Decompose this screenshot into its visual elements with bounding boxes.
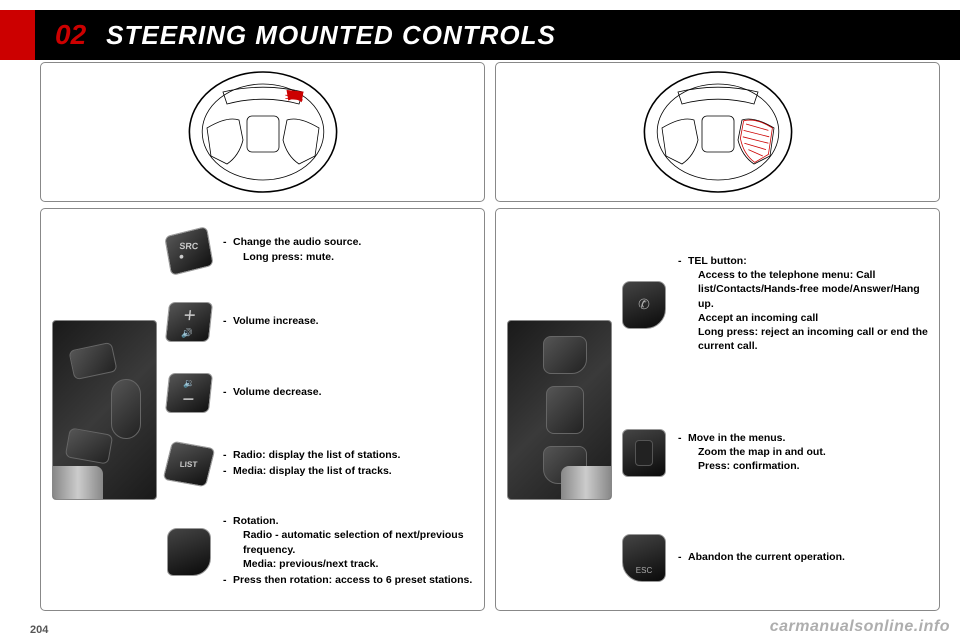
control-row-src: SRC● Change the audio source. Long press…	[165, 217, 476, 284]
control-row-tel: ✆ TEL button: Access to the telephone me…	[620, 217, 931, 392]
page-number: 204	[30, 624, 48, 636]
text-line: Accept an incoming call	[688, 311, 931, 325]
rotation-description: Rotation. Radio - automatic selection of…	[223, 514, 476, 589]
text-line: Press then rotation: access to 6 preset …	[223, 573, 476, 587]
volume-down-description: Volume decrease.	[223, 385, 322, 401]
photo-src-button	[68, 341, 117, 379]
volume-down-icon: 🔉－	[165, 371, 213, 415]
right-photo-column	[504, 217, 614, 602]
list-button-icon: LIST	[165, 442, 213, 486]
esc-paddle-icon: ESC	[620, 536, 668, 580]
esc-description: Abandon the current operation.	[678, 550, 845, 566]
text-line: Long press: mute.	[233, 250, 361, 264]
left-controls-panel: SRC● Change the audio source. Long press…	[40, 208, 485, 611]
tel-paddle-icon: ✆	[620, 283, 668, 327]
photo-tel-paddle	[543, 336, 587, 374]
thumb-description: Move in the menus. Zoom the map in and o…	[678, 431, 826, 476]
text-line: TEL button:	[688, 255, 747, 267]
photo-chrome-trim	[561, 466, 611, 500]
text-line: Zoom the map in and out.	[688, 445, 826, 459]
text-line: Move in the menus.	[688, 432, 785, 444]
list-description: Radio: display the list of stations. Med…	[223, 448, 400, 480]
text-line: Media: previous/next track.	[233, 557, 476, 571]
photo-chrome-trim	[53, 466, 103, 500]
text-line: Radio: display the list of stations.	[223, 448, 400, 462]
control-row-volume-up: ＋🔊 Volume increase.	[165, 288, 476, 355]
volume-up-icon: ＋🔊	[165, 300, 213, 344]
control-row-list: LIST Radio: display the list of stations…	[165, 430, 476, 497]
steering-wheel-right-icon	[638, 67, 798, 197]
control-row-thumb: Move in the menus. Zoom the map in and o…	[620, 396, 931, 510]
right-control-photo	[507, 320, 612, 500]
right-wheel-panel	[495, 62, 940, 202]
src-button-icon: SRC●	[165, 229, 213, 273]
photo-thumb-pad	[546, 386, 584, 434]
thumb-pad-icon	[620, 431, 668, 475]
photo-volume-rocker	[111, 379, 141, 439]
photo-list-button	[64, 427, 113, 464]
tel-description: TEL button: Access to the telephone menu…	[678, 254, 931, 355]
main-content: SRC● Change the audio source. Long press…	[40, 62, 940, 617]
watermark: carmanualsonline.info	[770, 618, 950, 636]
left-control-photo	[52, 320, 157, 500]
volume-up-description: Volume increase.	[223, 314, 319, 330]
text-line: Radio - automatic selection of next/prev…	[233, 528, 476, 556]
control-row-rotation: Rotation. Radio - automatic selection of…	[165, 501, 476, 602]
section-number: 02	[55, 19, 86, 51]
text-line: Media: display the list of tracks.	[223, 464, 400, 478]
src-description: Change the audio source. Long press: mut…	[223, 235, 361, 265]
control-row-esc: ESC Abandon the current operation.	[620, 514, 931, 602]
rotation-paddle-icon	[165, 530, 213, 574]
text-line: Volume increase.	[223, 314, 319, 328]
text-line: Long press: reject an incoming call or e…	[688, 325, 931, 353]
control-row-volume-down: 🔉－ Volume decrease.	[165, 359, 476, 426]
section-title: STEERING MOUNTED CONTROLS	[106, 20, 556, 51]
text-line: Change the audio source.	[233, 236, 361, 248]
left-photo-column	[49, 217, 159, 602]
header-black-bar: 02 STEERING MOUNTED CONTROLS	[35, 10, 960, 60]
text-line: Volume decrease.	[223, 385, 322, 399]
left-wheel-panel	[40, 62, 485, 202]
text-line: Abandon the current operation.	[678, 550, 845, 564]
right-controls-panel: ✆ TEL button: Access to the telephone me…	[495, 208, 940, 611]
text-line: Press: confirmation.	[688, 459, 826, 473]
page-header: 02 STEERING MOUNTED CONTROLS	[0, 10, 960, 60]
text-line: Access to the telephone menu: Call list/…	[688, 268, 931, 311]
steering-wheel-left-icon	[183, 67, 343, 197]
right-column: ✆ TEL button: Access to the telephone me…	[495, 62, 940, 617]
left-column: SRC● Change the audio source. Long press…	[40, 62, 485, 617]
text-line: Rotation.	[233, 515, 279, 527]
left-rows: SRC● Change the audio source. Long press…	[165, 217, 476, 602]
right-rows: ✆ TEL button: Access to the telephone me…	[620, 217, 931, 602]
